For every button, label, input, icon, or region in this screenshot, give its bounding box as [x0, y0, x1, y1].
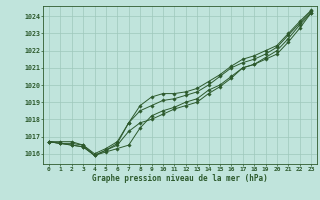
X-axis label: Graphe pression niveau de la mer (hPa): Graphe pression niveau de la mer (hPa)	[92, 174, 268, 183]
